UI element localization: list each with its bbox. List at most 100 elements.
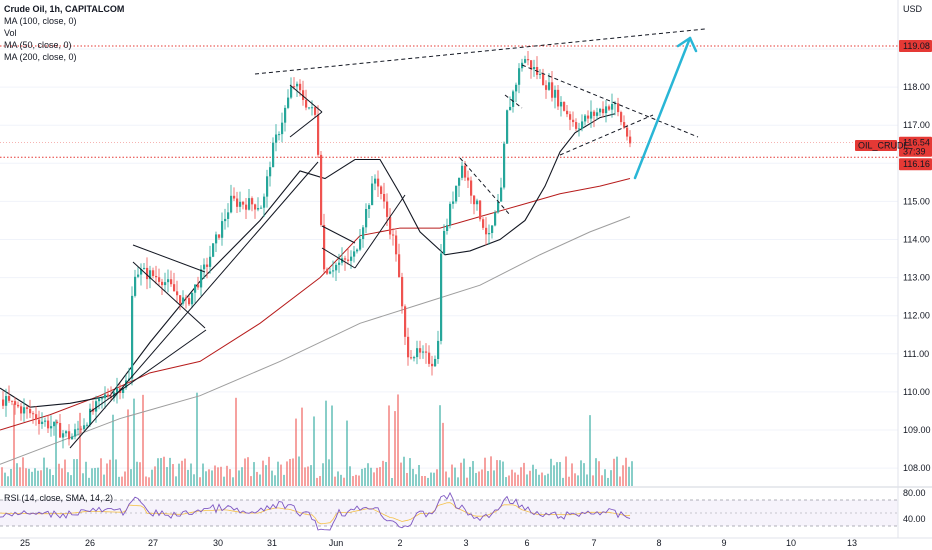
candle-body xyxy=(575,122,578,129)
rsi-legend[interactable]: RSI (14, close, SMA, 14, 2) xyxy=(4,493,114,503)
volume-bar xyxy=(55,419,57,486)
chart-legend: Crude Oil, 1h, CAPITALCOM MA (100, close… xyxy=(4,3,124,63)
volume-bar xyxy=(433,472,435,486)
volume-bar xyxy=(31,471,33,486)
rsi-pane[interactable] xyxy=(0,486,932,531)
candle-body xyxy=(23,407,26,414)
candle-body xyxy=(44,420,47,422)
candle-body xyxy=(164,282,167,286)
candle-body xyxy=(464,165,467,178)
volume-bar xyxy=(355,474,357,486)
volume-bar xyxy=(82,473,84,486)
candle-body xyxy=(80,428,83,430)
candle-body xyxy=(224,218,227,222)
volume-bar xyxy=(64,459,66,486)
candle-body xyxy=(395,235,398,255)
time-axis[interactable]: 25 26 27 30 31 Jun 2 3 6 7 8 9 10 13 xyxy=(0,537,932,548)
volume-bar xyxy=(448,477,450,486)
volume-bar xyxy=(577,475,579,486)
price-tick-label: 114.00 xyxy=(903,235,930,245)
volume-bar xyxy=(241,467,243,486)
candle-body xyxy=(425,351,428,353)
volume-bar xyxy=(550,458,552,486)
trendline-drawings[interactable] xyxy=(69,28,706,449)
volume-bar xyxy=(154,466,156,486)
volume-bar xyxy=(475,472,477,486)
volume-bar xyxy=(178,463,180,486)
volume-bar xyxy=(358,475,360,486)
candle-body xyxy=(254,204,257,210)
candle-body xyxy=(377,178,380,187)
volume-bar xyxy=(145,476,147,486)
candle-body xyxy=(272,142,275,168)
candle-body xyxy=(401,276,404,307)
candle-body xyxy=(539,73,542,75)
volume-bar xyxy=(298,456,300,486)
volume-bar xyxy=(217,467,219,486)
ma200-legend[interactable]: MA (200, close, 0) xyxy=(4,52,77,62)
volume-bar xyxy=(406,472,408,486)
volume-bar xyxy=(301,407,303,486)
rsi-band xyxy=(0,500,898,526)
candle-body xyxy=(569,114,572,120)
volume-bar xyxy=(610,470,612,486)
candle-body xyxy=(533,67,536,70)
volume-bar xyxy=(334,476,336,486)
candle-body xyxy=(191,292,194,305)
resistance-price-tag xyxy=(899,39,932,52)
candle-body xyxy=(476,200,479,205)
candle-body xyxy=(581,121,584,129)
candlesticks[interactable] xyxy=(2,50,632,449)
volume-bar xyxy=(499,460,501,486)
candle-body xyxy=(227,212,230,219)
volume-bar xyxy=(604,469,606,486)
price-axis[interactable]: USD119.00118.00117.00116.00115.00114.001… xyxy=(855,0,932,538)
symbol-title[interactable]: Crude Oil, 1h, CAPITALCOM xyxy=(4,4,125,14)
volume-bar xyxy=(199,477,201,486)
moving-averages xyxy=(0,113,631,465)
candle-body xyxy=(530,60,533,70)
volume-bar xyxy=(469,466,471,486)
volume-bar xyxy=(229,469,231,486)
candle-body xyxy=(14,401,17,405)
candle-body xyxy=(455,185,458,202)
candle-body xyxy=(491,225,494,233)
volume-bar xyxy=(613,458,615,486)
ma50-legend[interactable]: MA (50, close, 0) xyxy=(4,40,72,50)
volume-bar xyxy=(40,470,42,486)
candle-body xyxy=(437,340,440,359)
time-tick-label: 7 xyxy=(591,538,596,548)
price-tick-label: 109.00 xyxy=(903,425,931,435)
volume-bar xyxy=(133,398,135,486)
candle-body xyxy=(221,221,224,238)
time-tick-label: 2 xyxy=(397,538,402,548)
ma100-legend[interactable]: MA (100, close, 0) xyxy=(4,16,77,26)
support-price-text: 116.16 xyxy=(903,159,930,169)
candle-body xyxy=(572,119,575,123)
candle-body xyxy=(509,106,512,111)
candle-body xyxy=(206,264,209,267)
candle-body xyxy=(392,234,395,236)
candle-body xyxy=(299,83,302,91)
candle-body xyxy=(242,201,245,205)
volume-bar xyxy=(511,469,513,486)
volume-bar xyxy=(436,469,438,486)
volume-bar xyxy=(580,460,582,486)
upper-channel-line xyxy=(254,28,706,75)
candle-body xyxy=(146,267,149,280)
volume-bar xyxy=(136,461,138,486)
candle-body xyxy=(590,111,593,119)
price-tick-label: 118.00 xyxy=(903,82,930,92)
volume-bar xyxy=(85,461,87,486)
volume-bar xyxy=(43,457,45,486)
candle-body xyxy=(125,380,128,388)
volume-legend[interactable]: Vol xyxy=(4,28,17,38)
candle-body xyxy=(587,115,590,119)
volume-bar xyxy=(106,463,108,486)
volume-bar xyxy=(148,477,150,486)
candle-body xyxy=(278,134,281,136)
volume-bar xyxy=(490,456,492,486)
volume-bar xyxy=(205,471,207,486)
candle-body xyxy=(233,195,236,199)
